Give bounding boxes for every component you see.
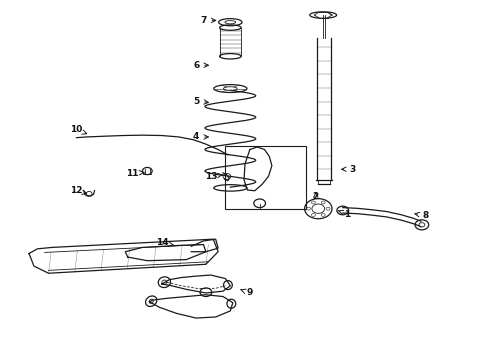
Text: 5: 5	[193, 96, 208, 105]
Bar	[225, 146, 306, 209]
Text: 7: 7	[200, 16, 216, 25]
Text: 10: 10	[70, 125, 87, 134]
Text: 2: 2	[313, 192, 319, 201]
Text: 1: 1	[339, 210, 351, 219]
Text: 8: 8	[415, 211, 429, 220]
Text: 3: 3	[342, 165, 356, 174]
Text: 6: 6	[193, 61, 208, 70]
Text: 14: 14	[156, 238, 174, 247]
Text: 12: 12	[70, 186, 87, 195]
Text: 13: 13	[204, 172, 222, 181]
Text: 11: 11	[126, 169, 145, 178]
Text: 9: 9	[241, 288, 253, 297]
Text: 4: 4	[193, 132, 208, 141]
